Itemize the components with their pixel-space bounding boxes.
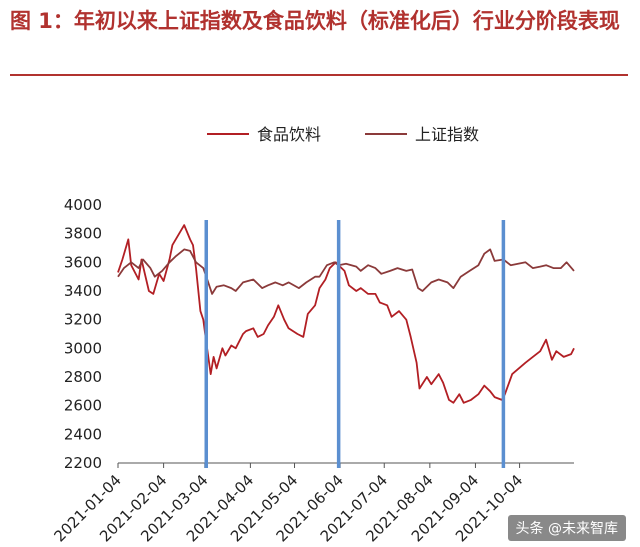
title-rule	[10, 74, 628, 76]
y-tick-label: 2800	[64, 368, 102, 386]
y-tick-label: 3000	[64, 339, 102, 357]
y-tick-label: 2200	[64, 454, 102, 472]
legend-label: 食品饮料	[257, 125, 321, 144]
series-line-sse-index	[117, 248, 575, 295]
y-tick-label: 2400	[64, 425, 102, 443]
chart-title: 图 1：年初以来上证指数及食品饮料（标准化后）行业分阶段表现	[10, 9, 620, 33]
y-tick-label: 3600	[64, 253, 102, 271]
y-tick-label: 2600	[64, 397, 102, 415]
series-line-food-beverage	[117, 224, 575, 404]
watermark: 头条 @未来智库	[507, 515, 626, 541]
y-tick-label: 3800	[64, 225, 102, 243]
y-tick-label: 4000	[64, 196, 102, 214]
y-tick-label: 3200	[64, 311, 102, 329]
y-tick-label: 3400	[64, 282, 102, 300]
legend-label: 上证指数	[415, 125, 479, 144]
